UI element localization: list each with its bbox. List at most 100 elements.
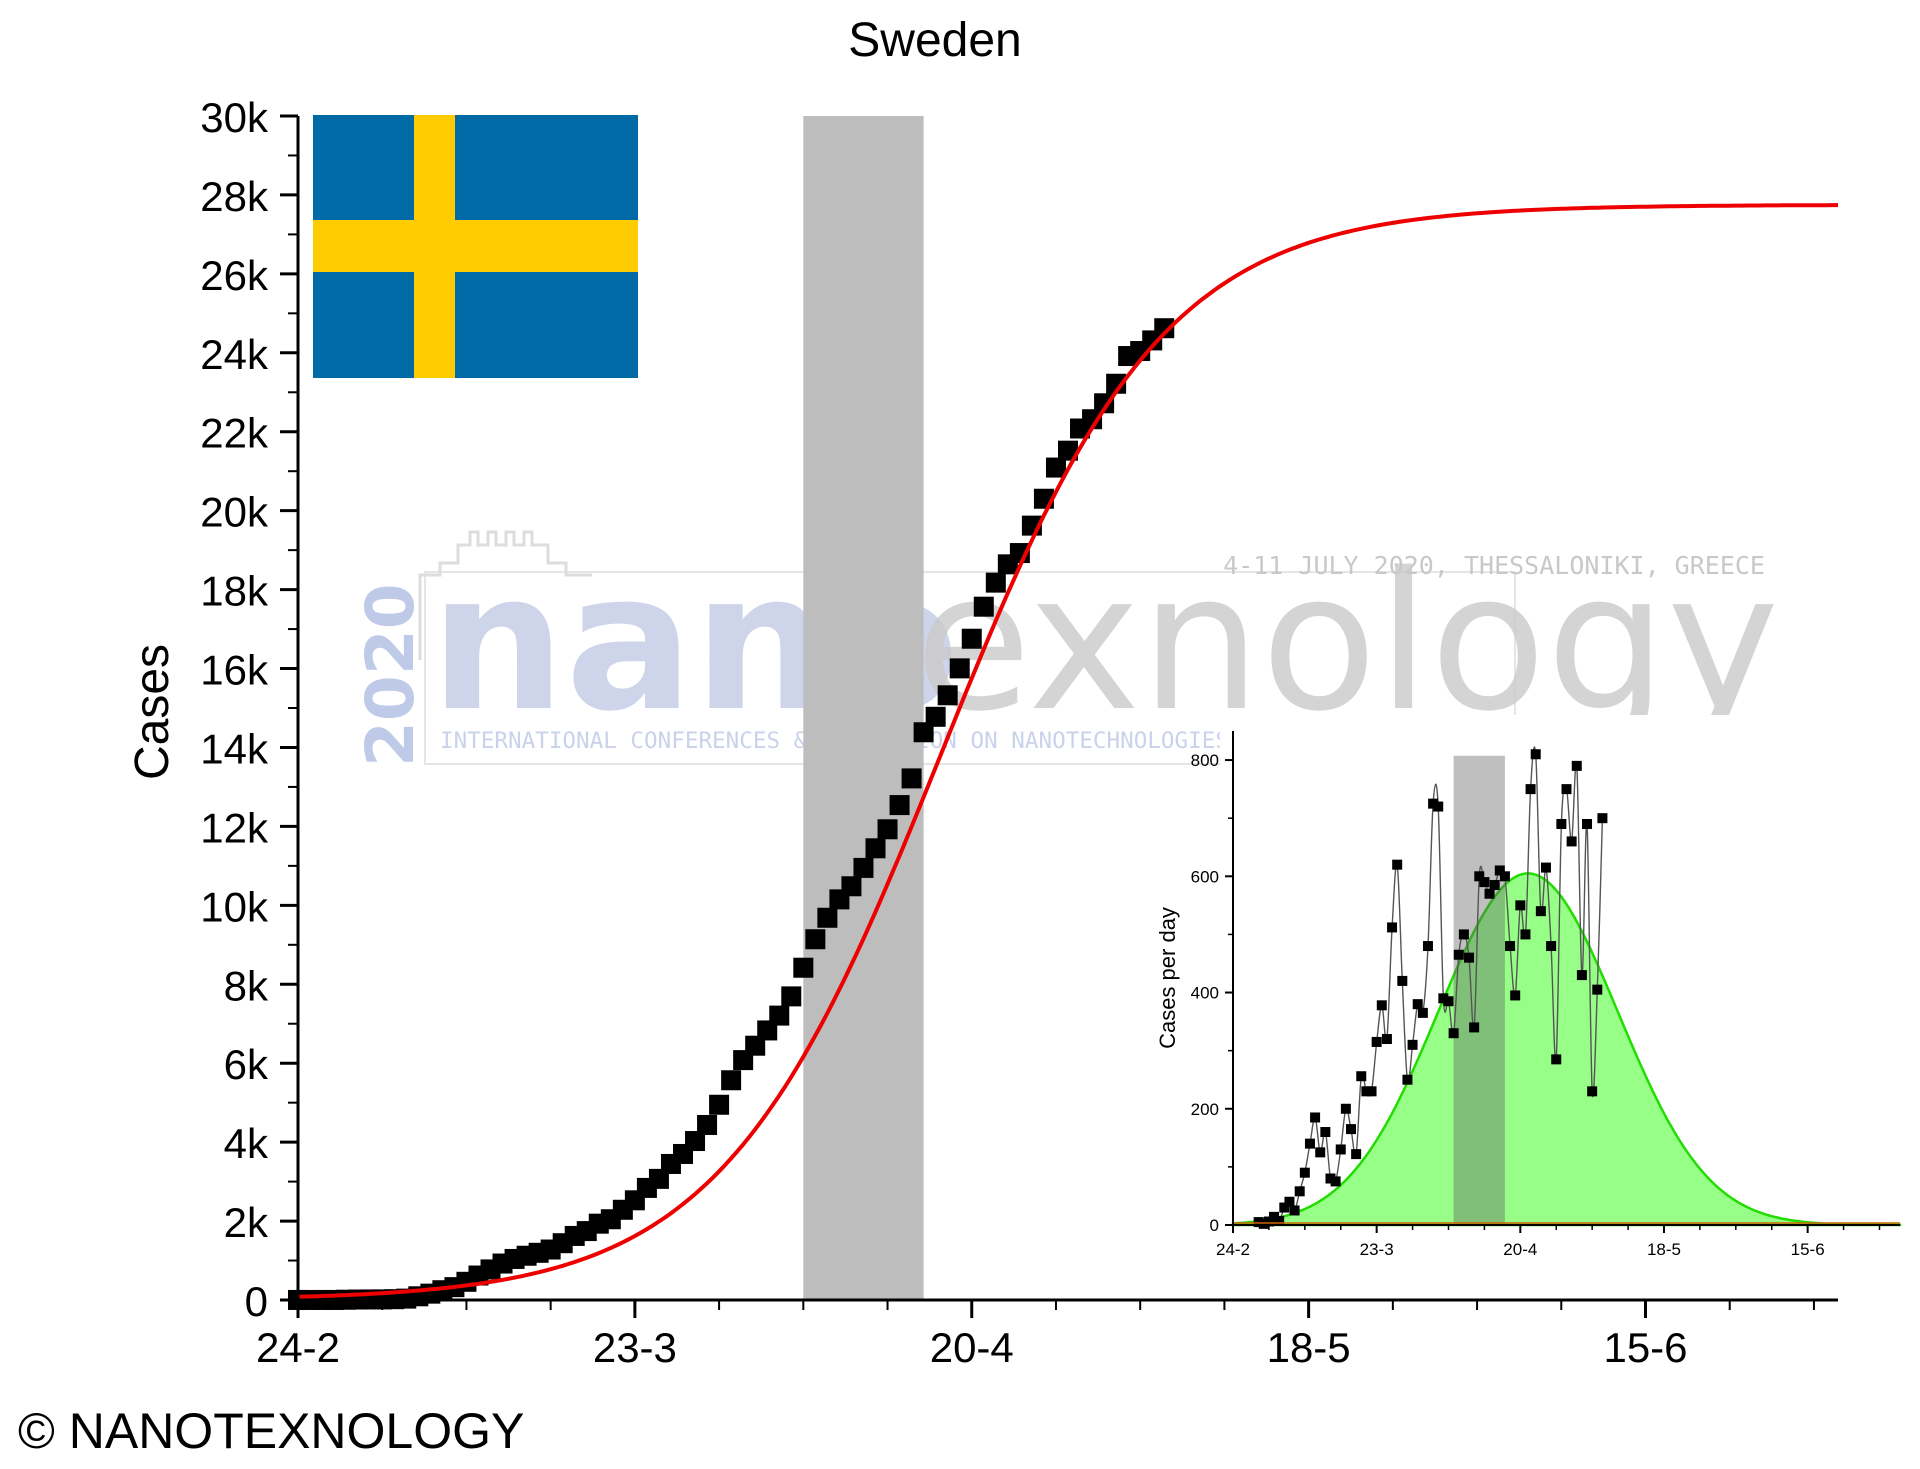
x-tick-label: 18-5 xyxy=(1267,1324,1351,1371)
inset-data-marker xyxy=(1576,970,1587,981)
y-tick-label: 8k xyxy=(224,962,269,1009)
inset-data-marker xyxy=(1443,996,1454,1007)
inset-data-marker xyxy=(1571,760,1582,771)
inset-data-marker xyxy=(1387,922,1398,933)
inset-data-marker xyxy=(1310,1112,1321,1123)
inset-x-tick-label: 15-6 xyxy=(1791,1240,1825,1259)
inset-data-marker xyxy=(1566,836,1577,847)
data-marker xyxy=(805,929,826,950)
data-marker xyxy=(889,795,910,816)
x-tick-label: 24-2 xyxy=(256,1324,340,1371)
inset-data-marker xyxy=(1469,1022,1480,1033)
data-marker xyxy=(973,596,994,617)
inset-data-marker xyxy=(1556,818,1567,829)
data-marker xyxy=(1082,409,1103,430)
y-tick-label: 24k xyxy=(200,331,269,378)
y-tick-label: 26k xyxy=(200,252,269,299)
inset-data-marker xyxy=(1330,1176,1341,1187)
data-marker xyxy=(853,857,874,878)
data-marker xyxy=(721,1070,742,1091)
inset-data-marker xyxy=(1381,1034,1392,1045)
inset-data-marker xyxy=(1315,1147,1326,1158)
y-tick-label: 14k xyxy=(200,725,269,772)
data-marker xyxy=(781,986,802,1007)
inset-data-marker xyxy=(1515,900,1526,911)
inset-y-tick-label: 400 xyxy=(1191,984,1219,1003)
inset-data-marker xyxy=(1253,1217,1264,1228)
inset-data-marker xyxy=(1407,1039,1418,1050)
data-marker xyxy=(985,572,1006,593)
inset-y-axis-label: Cases per day xyxy=(1155,907,1180,1049)
watermark-dateline: 4-11 JULY 2020, THESSALONIKI, GREECE xyxy=(1223,551,1765,580)
inset-data-marker xyxy=(1325,1173,1336,1184)
inset-data-marker xyxy=(1587,1086,1598,1097)
inset-data-marker xyxy=(1274,1215,1285,1226)
daily-case-markers xyxy=(1253,749,1608,1229)
inset-data-marker xyxy=(1433,801,1444,812)
shaded-period xyxy=(803,116,924,1300)
inset-data-marker xyxy=(1540,862,1551,873)
data-marker xyxy=(1154,318,1175,339)
x-tick-label: 15-6 xyxy=(1603,1324,1687,1371)
inset-data-marker xyxy=(1494,865,1505,876)
data-marker xyxy=(1045,457,1066,478)
data-marker xyxy=(1058,440,1078,461)
inset-data-marker xyxy=(1520,929,1531,940)
inset-x-tick-label: 23-3 xyxy=(1360,1240,1394,1259)
inset-data-marker xyxy=(1525,784,1536,795)
inset-x-tick-label: 20-4 xyxy=(1503,1240,1537,1259)
x-tick-label: 20-4 xyxy=(930,1324,1014,1371)
watermark-year: 2020 xyxy=(352,583,429,767)
inset-data-marker xyxy=(1284,1196,1295,1207)
y-tick-label: 16k xyxy=(200,647,269,694)
data-marker xyxy=(685,1131,706,1152)
gaussian-fit-area xyxy=(1231,872,1902,1227)
data-marker xyxy=(937,685,958,706)
data-marker xyxy=(865,838,886,859)
x-tick-label: 23-3 xyxy=(593,1324,677,1371)
inset-data-marker xyxy=(1458,929,1469,940)
inset-data-marker xyxy=(1376,1000,1387,1011)
inset-data-marker xyxy=(1402,1074,1413,1085)
y-tick-label: 30k xyxy=(200,94,269,141)
inset-data-marker xyxy=(1412,999,1423,1010)
logistic-fit-line xyxy=(297,203,1838,1299)
inset-data-marker xyxy=(1269,1211,1280,1222)
y-axis-label: Cases xyxy=(126,644,179,780)
data-marker xyxy=(1106,373,1127,394)
inset-data-marker xyxy=(1371,1036,1382,1047)
inset-data-marker xyxy=(1464,952,1475,963)
inset-data-marker xyxy=(1279,1202,1290,1213)
data-marker xyxy=(841,876,862,897)
inset-data-marker xyxy=(1428,798,1439,809)
inset-data-marker xyxy=(1438,993,1449,1004)
inset-data-marker xyxy=(1582,818,1593,829)
inset-data-marker xyxy=(1356,1071,1367,1082)
data-marker xyxy=(793,957,814,978)
inset-data-marker xyxy=(1489,880,1500,891)
data-marker xyxy=(925,706,946,727)
y-tick-label: 22k xyxy=(200,410,269,457)
inset-data-marker xyxy=(1335,1144,1346,1155)
y-tick-label: 12k xyxy=(200,804,269,851)
sweden-flag-icon xyxy=(313,115,638,378)
inset-data-marker xyxy=(1340,1103,1351,1114)
data-marker xyxy=(913,722,934,743)
inset-data-marker xyxy=(1351,1149,1362,1160)
inset-data-marker xyxy=(1346,1124,1357,1135)
inset-data-marker xyxy=(1448,1028,1459,1039)
inset-y-tick-label: 600 xyxy=(1191,867,1219,886)
inset-data-marker xyxy=(1289,1205,1300,1216)
inset-data-marker xyxy=(1453,949,1464,960)
y-tick-label: 2k xyxy=(224,1199,269,1246)
inset-data-marker xyxy=(1417,1007,1428,1018)
y-tick-label: 0 xyxy=(245,1278,268,1325)
y-tick-label: 10k xyxy=(200,883,269,930)
y-tick-label: 6k xyxy=(224,1041,269,1088)
inset-y-tick-label: 0 xyxy=(1210,1216,1219,1235)
inset-data-marker xyxy=(1530,749,1541,760)
inset-data-marker xyxy=(1294,1186,1305,1197)
inset-daily-cases-plot: 0 200 400 600 800 24-2 23-3 20-4 18-5 15-6 Cases … xyxy=(1155,715,1905,1259)
inset-data-marker xyxy=(1597,813,1608,824)
inset-x-tick-label: 18-5 xyxy=(1647,1240,1681,1259)
